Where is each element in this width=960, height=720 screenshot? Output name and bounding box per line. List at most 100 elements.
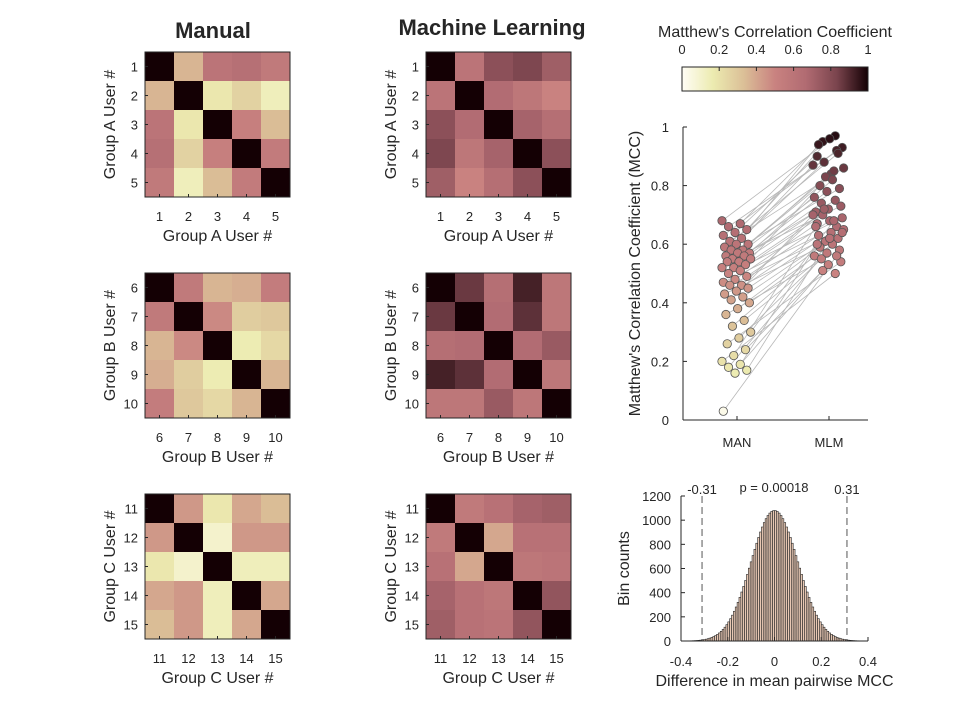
heatmap-cell	[426, 273, 456, 303]
hist-y-tick-label: 800	[649, 537, 671, 552]
heatmap-cell	[232, 552, 262, 582]
heatmap-x-tick-label: 12	[181, 651, 195, 666]
point-mlm	[833, 148, 843, 158]
point-man	[743, 239, 753, 249]
heatmap-y-tick-label: 1	[131, 60, 138, 75]
heatmap-cell	[174, 494, 204, 524]
heatmap-cell	[145, 302, 175, 332]
heatmap-x-tick-label: 9	[524, 430, 531, 445]
point-mlm	[836, 201, 846, 211]
pair-line	[739, 141, 824, 224]
pair-line	[734, 156, 818, 233]
pair-line	[738, 258, 822, 339]
point-man	[742, 365, 752, 375]
heatmap-cell	[174, 389, 204, 419]
point-man	[723, 362, 734, 372]
heatmap-cell	[455, 331, 485, 361]
heatmap-cell	[455, 273, 485, 303]
heatmap-cell	[203, 552, 233, 582]
heatmap-cell	[174, 81, 204, 111]
colorbar-label: Matthew's Correlation Coefficient	[658, 24, 893, 41]
heatmap-cell	[426, 52, 456, 82]
heatmap-cell	[145, 494, 175, 524]
heatmap-cell	[232, 52, 262, 82]
heatmap-cell	[484, 302, 514, 332]
heatmap-cell	[145, 331, 175, 361]
scatter-y-tick-label: 0.4	[651, 296, 669, 311]
heatmap-y-tick-label: 8	[131, 339, 138, 354]
col-title-manual: Manual	[175, 18, 251, 43]
heatmap-cell	[542, 139, 572, 169]
heatmap-x-tick-label: 3	[214, 209, 221, 224]
point-mlm	[812, 239, 822, 249]
heatmap-cell	[426, 610, 456, 640]
colorbar-tick-label: 0.8	[822, 42, 840, 57]
point-mlm	[822, 248, 832, 258]
point-man	[740, 260, 751, 270]
point-mlm	[813, 230, 824, 241]
heatmap-cell	[484, 52, 514, 82]
point-man	[743, 283, 753, 293]
heatmap-x-tick-label: 1	[156, 209, 163, 224]
heatmap-cell	[426, 81, 456, 111]
heatmap-cell	[174, 52, 204, 82]
point-mlm	[808, 210, 818, 220]
scatter-y-tick-label: 0.8	[651, 179, 669, 194]
heatmap-y-tick-label: 15	[405, 618, 419, 633]
heatmap-y-tick-label: 13	[405, 560, 419, 575]
scatter-y-axis-label: Matthew's Correlation Coefficient (MCC)	[627, 131, 644, 417]
scatter-y-tick-label: 0.2	[651, 354, 669, 369]
heatmap-cell	[542, 523, 572, 553]
colorbar-tick-label: 0.2	[710, 42, 728, 57]
heatmap-x-axis-label: Group A User #	[444, 228, 553, 245]
heatmap-cell	[232, 139, 262, 169]
heatmap-cell	[261, 610, 291, 640]
heatmap-cell	[261, 581, 291, 611]
heatmap-y-tick-label: 7	[131, 310, 138, 325]
pair-points	[717, 131, 849, 416]
heatmap-cell	[542, 273, 572, 303]
heatmap-cell	[426, 302, 456, 332]
col-title-machine-learning: Machine Learning	[398, 15, 585, 40]
heatmap-cell	[542, 552, 572, 582]
heatmap-y-tick-label: 4	[412, 147, 419, 162]
heatmap-cell	[203, 81, 233, 111]
heatmap-cell	[261, 81, 291, 111]
heatmap-cell	[455, 523, 485, 553]
point-man	[736, 233, 747, 243]
heatmap-x-tick-label: 5	[553, 209, 560, 224]
heatmap-cell	[542, 494, 572, 524]
scatter-y-tick-label: 1	[662, 120, 669, 135]
heatmap-cell	[174, 581, 204, 611]
point-man	[727, 321, 738, 331]
scatter-x-tick-label: MAN	[723, 435, 752, 450]
heatmap-cell	[426, 168, 456, 198]
heatmap-y-tick-label: 5	[131, 176, 138, 191]
heatmap-x-tick-label: 8	[214, 430, 221, 445]
heatmap-x-tick-label: 12	[462, 651, 476, 666]
heatmap-cell	[145, 273, 175, 303]
pair-line	[726, 261, 842, 345]
heatmap-cell	[542, 168, 572, 198]
heatmap-cell	[203, 494, 233, 524]
point-mlm	[829, 216, 839, 226]
heatmap-cell	[542, 360, 572, 390]
heatmap-x-tick-label: 4	[243, 209, 250, 224]
heatmap-y-tick-label: 10	[124, 397, 138, 412]
heatmap-cell	[426, 523, 456, 553]
heatmap-y-tick-label: 14	[124, 589, 138, 604]
heatmap-cell	[455, 302, 485, 332]
point-mlm	[829, 166, 839, 176]
hist-x-axis-label: Difference in mean pairwise MCC	[655, 673, 893, 690]
heatmap-cell	[145, 610, 175, 640]
heatmap-y-tick-label: 4	[131, 147, 138, 162]
heatmap-cell	[513, 581, 543, 611]
heatmap-x-tick-label: 10	[268, 430, 282, 445]
heatmap-cell	[203, 581, 233, 611]
point-man	[725, 280, 735, 290]
heatmap-cell	[426, 110, 456, 140]
point-mlm	[815, 181, 825, 191]
point-man	[746, 327, 756, 337]
